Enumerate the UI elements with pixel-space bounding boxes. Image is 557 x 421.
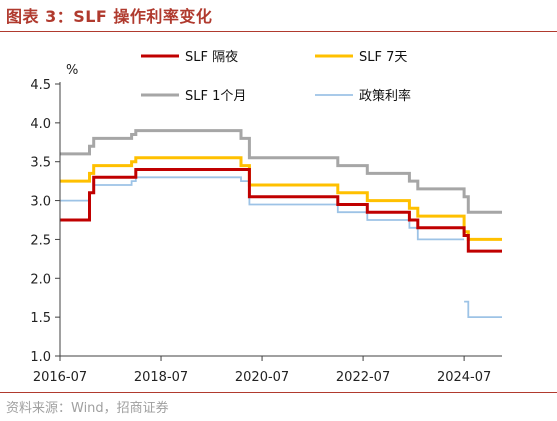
series-line-3-seg1 (464, 300, 502, 318)
title-divider (0, 31, 557, 32)
series-line-3-seg0 (60, 176, 465, 241)
legend-label-3: 政策利率 (359, 88, 411, 104)
series-line-1 (60, 156, 502, 241)
y-tick-label: 1.5 (30, 311, 51, 326)
y-unit-label: % (66, 63, 78, 78)
y-tick-label: 4.0 (30, 117, 51, 132)
legend: SLF 隔夜 SLF 7天 SLF 1个月 政策利率 (141, 50, 411, 104)
x-tick-label: 2024-07 (437, 370, 491, 385)
x-tick-label: 2016-07 (33, 370, 87, 385)
legend-label-1: SLF 7天 (359, 50, 407, 65)
series-lines (60, 129, 502, 318)
axes: 1.0 1.5 2.0 2.5 3.0 3.5 4.0 4.5 2016-07 2018-07 20… (30, 78, 502, 385)
legend-label-0: SLF 隔夜 (185, 50, 238, 65)
source-note: 资料来源：Wind，招商证券 (6, 401, 169, 416)
y-tick-label: 4.5 (30, 78, 51, 93)
legend-label-2: SLF 1个月 (185, 89, 246, 104)
y-tick-label: 1.0 (30, 350, 51, 365)
y-tick-label: 2.0 (30, 272, 51, 287)
figure-title: 图表 3：SLF 操作利率变化 (6, 7, 213, 26)
x-tick-label: 2022-07 (336, 370, 390, 385)
y-tick-label: 3.5 (30, 156, 51, 171)
x-tick-label: 2020-07 (235, 370, 289, 385)
series-line-0 (60, 168, 502, 253)
y-tick-label: 2.5 (30, 233, 51, 248)
series-line-2 (60, 129, 502, 214)
y-tick-label: 3.0 (30, 195, 51, 210)
x-tick-label: 2018-07 (134, 370, 188, 385)
source-divider (0, 392, 557, 393)
